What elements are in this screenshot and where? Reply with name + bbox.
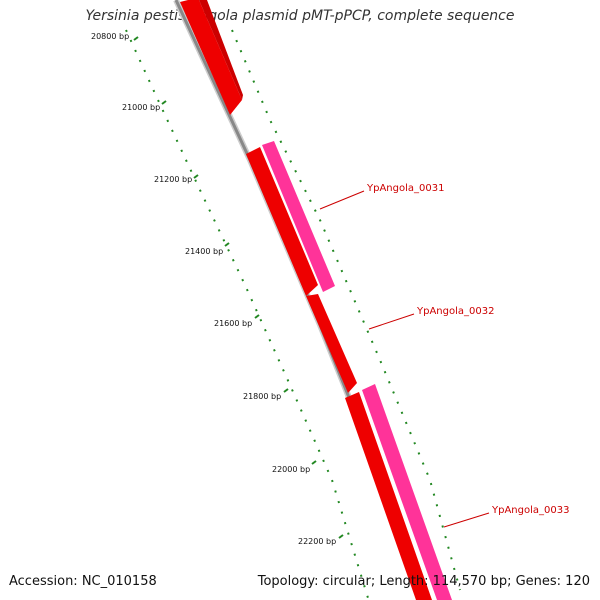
gene-label-line — [368, 313, 415, 330]
cds-segment — [246, 147, 318, 296]
gene-track — [262, 141, 452, 600]
bp-label: 21600 bp — [214, 319, 252, 328]
gene-labels: YpAngola_0031 YpAngola_0032 YpAngola_003… — [319, 183, 569, 528]
major-tick — [311, 460, 317, 465]
major-tick — [193, 174, 199, 179]
cds-segment — [306, 294, 357, 393]
cds-segment — [345, 392, 432, 600]
cds-track — [180, 0, 432, 600]
bp-label: 20800 bp — [91, 32, 129, 41]
inner-tick-rail — [125, 29, 369, 599]
major-tick — [161, 100, 167, 105]
major-tick — [338, 534, 344, 539]
bp-label: 21400 bp — [185, 247, 223, 256]
bp-label: 21800 bp — [243, 392, 281, 401]
major-tick — [283, 388, 289, 393]
gene-label-0033[interactable]: YpAngola_0033 — [491, 505, 569, 516]
bp-label: 22000 bp — [272, 465, 310, 474]
gene-label-line — [319, 190, 365, 210]
gene-segment-0031 — [262, 141, 335, 292]
scale-labels: 20800 bp 21000 bp 21200 bp 21400 bp 2160… — [91, 32, 336, 546]
cds-segment — [199, 0, 243, 100]
gene-label-0032[interactable]: YpAngola_0032 — [416, 306, 494, 317]
cds-segment — [180, 0, 242, 115]
gene-segment-0033 — [362, 384, 452, 600]
major-tick — [224, 242, 230, 247]
major-ticks — [133, 36, 344, 539]
major-tick — [133, 36, 139, 41]
topology-summary: Topology: circular; Length: 114,570 bp; … — [257, 574, 590, 589]
gene-label-0031[interactable]: YpAngola_0031 — [366, 183, 444, 194]
accession-text: Accession: NC_010158 — [9, 574, 157, 589]
bp-label: 21000 bp — [122, 103, 160, 112]
bp-label: 22200 bp — [298, 537, 336, 546]
major-tick — [254, 314, 260, 319]
gene-label-line — [443, 512, 490, 528]
bp-label: 21200 bp — [154, 175, 192, 184]
